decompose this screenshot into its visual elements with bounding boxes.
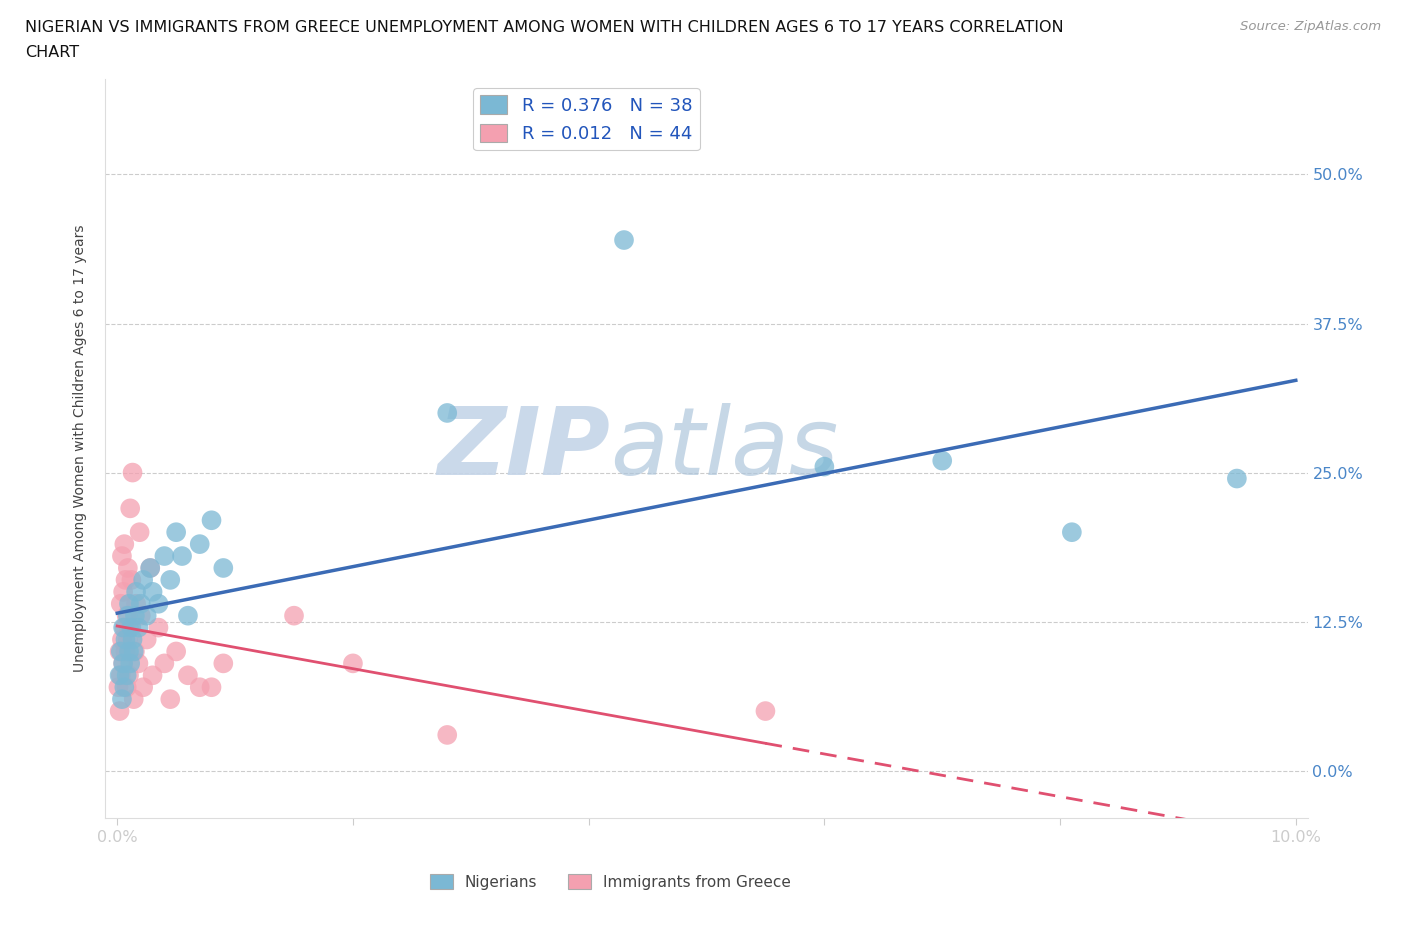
Point (177, 608, 200, 623)
Point (212, 561, 235, 576)
Point (127, 620, 149, 635)
Point (139, 561, 162, 576)
Point (110, 596, 132, 611)
Point (112, 680, 135, 695)
Point (148, 596, 170, 611)
Text: Source: ZipAtlas.com: Source: ZipAtlas.com (1240, 20, 1381, 33)
Point (107, 680, 129, 695)
Point (110, 644, 132, 658)
Point (112, 620, 135, 635)
Point (120, 573, 142, 588)
Point (148, 620, 170, 635)
Point (114, 573, 136, 588)
Point (212, 656, 235, 671)
Point (114, 632, 136, 647)
Point (1060, 525, 1083, 539)
Point (118, 668, 141, 683)
Point (132, 573, 155, 588)
Point (115, 668, 138, 683)
Point (112, 620, 135, 635)
Point (125, 584, 148, 599)
Point (115, 608, 138, 623)
Point (142, 668, 165, 683)
Point (813, 459, 835, 474)
Point (118, 620, 141, 635)
Point (111, 692, 134, 707)
Point (153, 656, 176, 671)
Point (142, 584, 165, 599)
Point (159, 692, 181, 707)
Point (115, 680, 138, 695)
Text: ZIP: ZIP (437, 403, 610, 495)
Point (436, 405, 458, 420)
Y-axis label: Unemployment Among Women with Children Ages 6 to 17 years: Unemployment Among Women with Children A… (73, 225, 87, 672)
Point (165, 525, 187, 539)
Point (112, 584, 135, 599)
Point (165, 644, 187, 658)
Point (120, 501, 142, 516)
Point (125, 596, 148, 611)
Point (121, 465, 143, 480)
Point (120, 656, 142, 671)
Point (112, 656, 135, 671)
Point (121, 632, 143, 647)
Point (188, 537, 211, 551)
Point (153, 549, 176, 564)
Point (127, 656, 149, 671)
Point (200, 512, 222, 527)
Point (108, 668, 131, 683)
Point (613, 232, 636, 247)
Point (754, 704, 776, 719)
Point (112, 537, 135, 551)
Text: CHART: CHART (25, 45, 79, 60)
Point (110, 668, 132, 683)
Point (128, 525, 150, 539)
Point (124, 644, 146, 658)
Point (111, 632, 134, 647)
Point (120, 620, 142, 635)
Point (112, 656, 135, 671)
Point (200, 680, 222, 695)
Text: NIGERIAN VS IMMIGRANTS FROM GREECE UNEMPLOYMENT AMONG WOMEN WITH CHILDREN AGES 6: NIGERIAN VS IMMIGRANTS FROM GREECE UNEMP… (25, 20, 1064, 35)
Point (117, 632, 139, 647)
Point (436, 727, 458, 742)
Point (188, 680, 211, 695)
Point (129, 596, 152, 611)
Point (139, 561, 162, 576)
Point (342, 656, 364, 671)
Point (177, 668, 200, 683)
Point (1226, 472, 1249, 486)
Point (122, 692, 145, 707)
Point (283, 608, 305, 623)
Point (114, 644, 136, 658)
Point (117, 608, 139, 623)
Point (108, 644, 131, 658)
Point (135, 608, 157, 623)
Point (129, 608, 152, 623)
Point (124, 608, 146, 623)
Point (118, 644, 141, 658)
Point (108, 704, 131, 719)
Text: atlas: atlas (610, 404, 838, 494)
Point (159, 573, 181, 588)
Point (135, 632, 157, 647)
Point (117, 561, 139, 576)
Point (118, 596, 141, 611)
Legend: Nigerians, Immigrants from Greece: Nigerians, Immigrants from Greece (423, 868, 797, 896)
Point (122, 644, 145, 658)
Point (170, 549, 193, 564)
Point (931, 453, 953, 468)
Point (111, 549, 134, 564)
Point (132, 680, 155, 695)
